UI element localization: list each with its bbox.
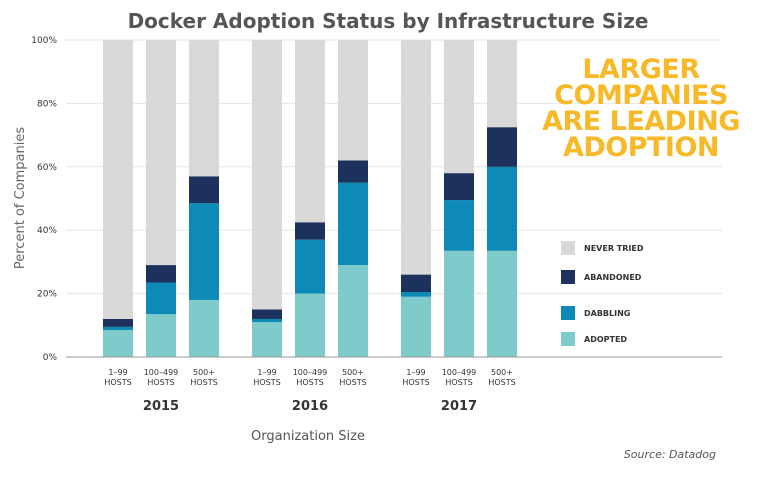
y-tick-label: 20%: [37, 290, 57, 300]
category-label: 100–499: [293, 368, 328, 377]
legend: NEVER TRIED ABANDONED DABBLING ADOPTED: [561, 241, 644, 346]
bar-segment-never-tried: [444, 40, 474, 174]
bar-segment-abandoned: [252, 309, 282, 319]
category-label: 100–499: [144, 368, 179, 377]
year-labels: 2015 2016 2017: [143, 399, 477, 414]
bar-segment-abandoned: [401, 274, 431, 293]
y-axis-label: Percent of Companies: [13, 127, 28, 269]
legend-swatch: [561, 270, 575, 284]
group-label: 2015: [143, 399, 179, 414]
bar-segment-adopted: [444, 250, 474, 357]
category-label: 1–99: [108, 368, 127, 377]
bar-series: [103, 40, 517, 357]
annotation-line-3: ARE LEADING: [542, 106, 740, 137]
category-label-sub: HOSTS: [253, 378, 280, 387]
category-label-sub: HOSTS: [190, 378, 217, 387]
bar-segment-dabbling: [295, 239, 325, 294]
category-label-sub: HOSTS: [488, 378, 515, 387]
category-label: 100–499: [442, 368, 477, 377]
legend-label: ABANDONED: [584, 273, 642, 282]
bar-segment-adopted: [338, 265, 368, 357]
legend-swatch: [561, 332, 575, 346]
bar-segment-never-tried: [252, 40, 282, 310]
bar-segment-adopted: [146, 314, 176, 357]
y-tick-label: 100%: [31, 36, 57, 46]
category-label-sub: HOSTS: [147, 378, 174, 387]
y-axis-ticks: 0% 20% 40% 60% 80% 100%: [31, 36, 57, 363]
legend-label: DABBLING: [584, 309, 630, 318]
category-label-sub: HOSTS: [104, 378, 131, 387]
annotation: LARGER COMPANIES ARE LEADING ADOPTION: [542, 54, 740, 163]
annotation-line-4: ADOPTION: [563, 132, 719, 163]
chart-title: Docker Adoption Status by Infrastructure…: [128, 9, 649, 33]
bar-segment-dabbling: [189, 203, 219, 300]
bar-segment-adopted: [401, 296, 431, 357]
bar-segment-never-tried: [103, 40, 133, 319]
group-label: 2017: [441, 399, 477, 414]
group-label: 2016: [292, 399, 328, 414]
legend-swatch: [561, 306, 575, 320]
category-label: 1–99: [257, 368, 276, 377]
bar-segment-abandoned: [487, 127, 517, 167]
category-label-sub: HOSTS: [445, 378, 472, 387]
bar-segment-adopted: [295, 293, 325, 357]
bar-segment-abandoned: [103, 318, 133, 327]
y-tick-label: 40%: [37, 226, 57, 236]
bar-segment-adopted: [487, 250, 517, 357]
category-label: 1–99: [406, 368, 425, 377]
bar-segment-dabbling: [338, 182, 368, 266]
bar-segment-abandoned: [295, 222, 325, 240]
legend-label: NEVER TRIED: [584, 244, 644, 253]
category-labels: 1–99HOSTS100–499HOSTS500+HOSTS1–99HOSTS1…: [104, 368, 515, 387]
category-label-sub: HOSTS: [339, 378, 366, 387]
annotation-line-2: COMPANIES: [554, 80, 728, 111]
bar-segment-abandoned: [146, 265, 176, 283]
bar-segment-adopted: [103, 330, 133, 357]
bar-segment-dabbling: [444, 200, 474, 251]
category-label: 500+: [193, 368, 215, 377]
category-label: 500+: [491, 368, 513, 377]
x-axis-label: Organization Size: [251, 429, 365, 444]
legend-label: ADOPTED: [584, 335, 627, 344]
bar-segment-never-tried: [146, 40, 176, 266]
y-tick-label: 0%: [43, 353, 58, 363]
bar-segment-adopted: [189, 299, 219, 357]
y-tick-label: 60%: [37, 163, 57, 173]
y-tick-label: 80%: [37, 99, 57, 109]
bar-segment-abandoned: [338, 160, 368, 183]
category-label-sub: HOSTS: [296, 378, 323, 387]
bar-segment-never-tried: [338, 40, 368, 161]
bar-segment-dabbling: [146, 282, 176, 315]
bar-segment-dabbling: [401, 292, 431, 297]
category-label-sub: HOSTS: [402, 378, 429, 387]
bar-segment-abandoned: [189, 176, 219, 204]
bar-segment-never-tried: [487, 40, 517, 128]
bar-segment-never-tried: [401, 40, 431, 275]
category-label: 500+: [342, 368, 364, 377]
source-note: Source: Datadog: [624, 448, 716, 461]
legend-swatch: [561, 241, 575, 255]
bar-segment-dabbling: [252, 318, 282, 323]
bar-segment-dabbling: [487, 166, 517, 251]
bar-segment-adopted: [252, 322, 282, 357]
bar-segment-abandoned: [444, 173, 474, 201]
annotation-line-1: LARGER: [582, 54, 700, 85]
bar-segment-dabbling: [103, 326, 133, 331]
bar-segment-never-tried: [295, 40, 325, 223]
bar-segment-never-tried: [189, 40, 219, 177]
